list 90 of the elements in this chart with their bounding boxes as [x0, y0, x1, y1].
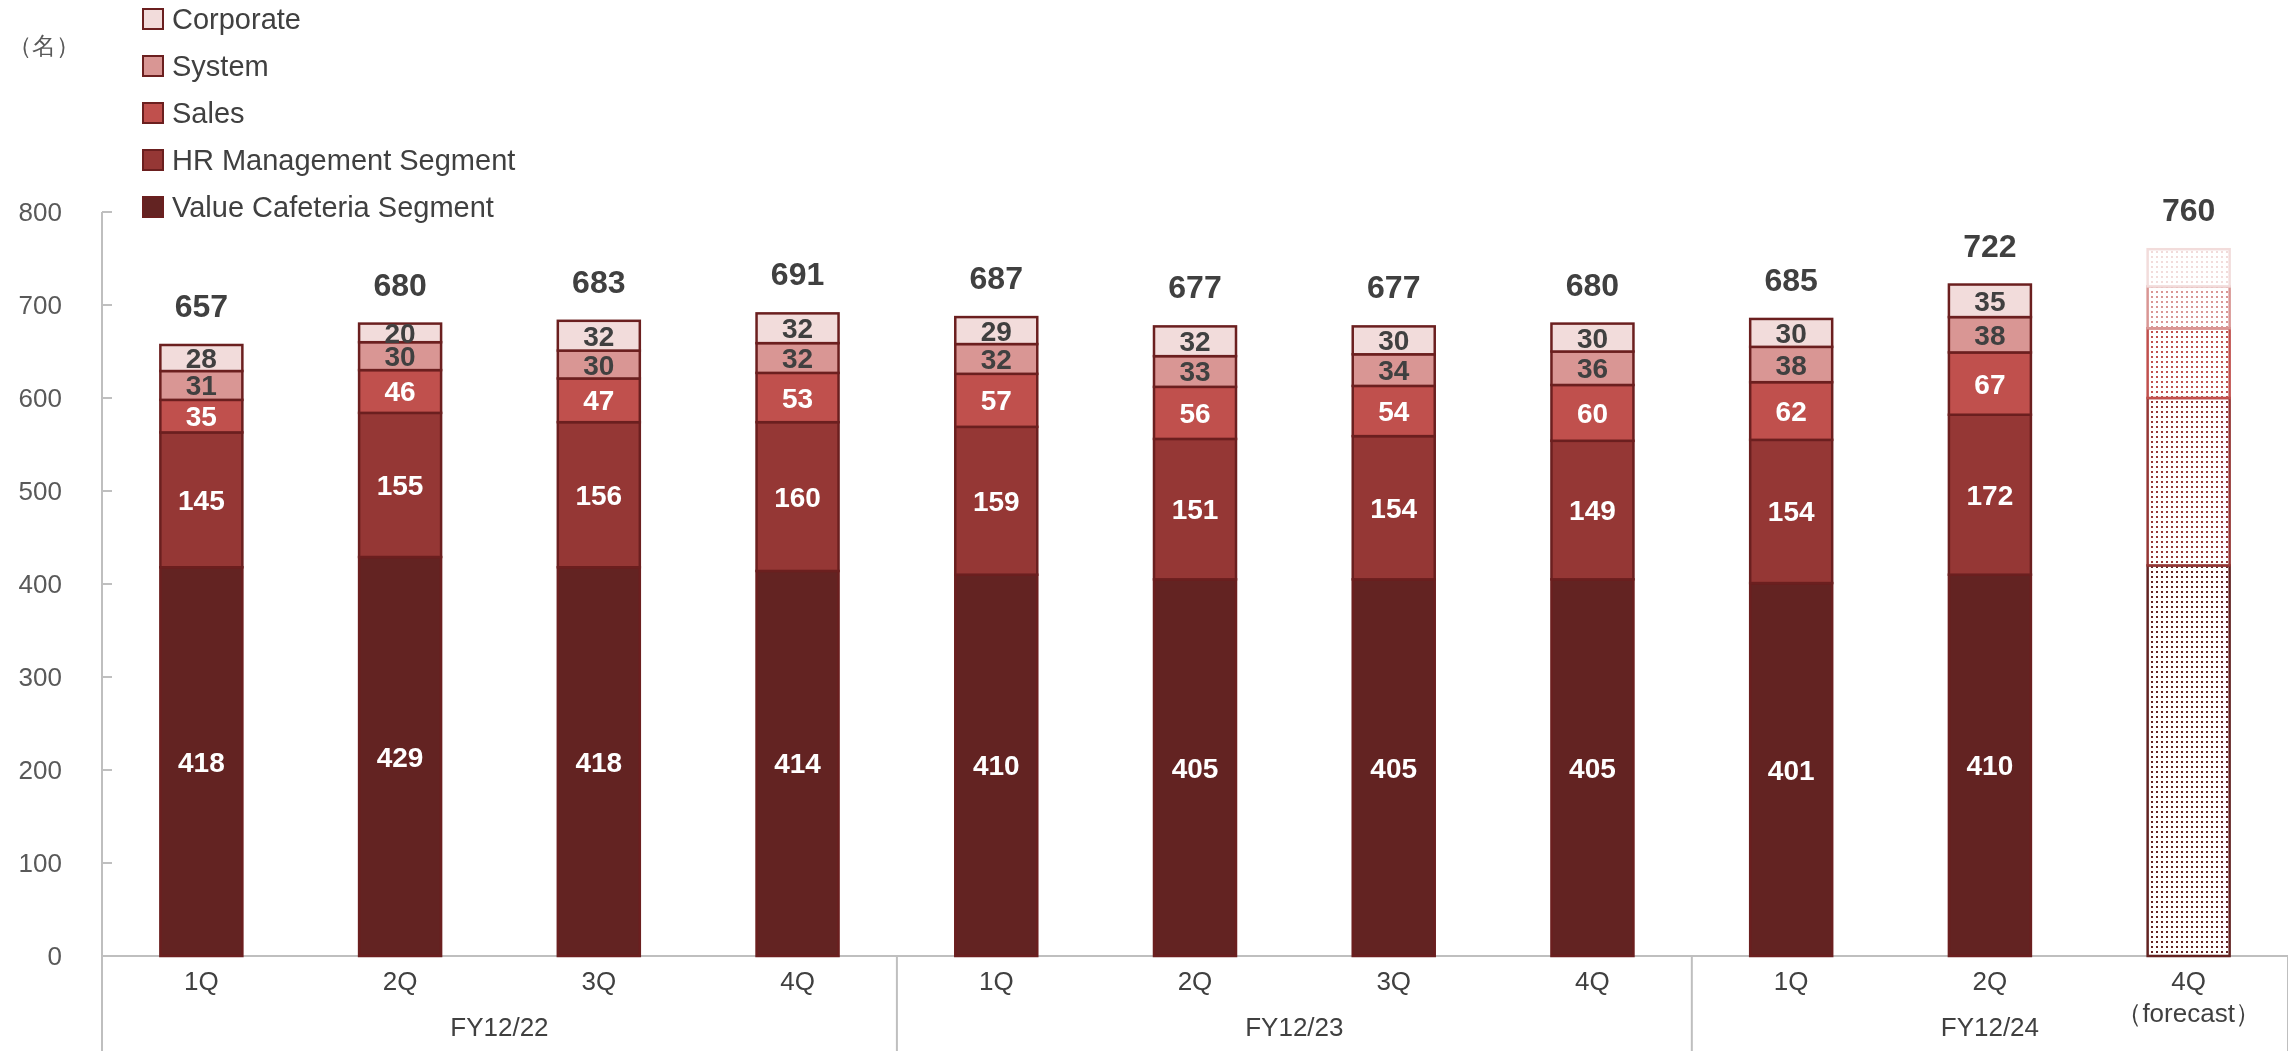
- data-label: 159: [972, 485, 1020, 517]
- data-label: 429: [376, 741, 424, 773]
- y-tick-label: 200: [18, 755, 62, 785]
- legend-label: Corporate: [172, 3, 301, 35]
- x-tick-label: 3Q: [1376, 966, 1412, 996]
- bar: [2146, 247, 2231, 288]
- data-label: 410: [972, 750, 1020, 782]
- legend-label: Sales: [172, 97, 245, 129]
- x-tick-label: 1Q: [978, 966, 1014, 996]
- data-label: 154: [1370, 492, 1418, 524]
- x-tick-label: 1Q: [1773, 966, 1809, 996]
- x-tick-label: 2Q: [382, 966, 418, 996]
- data-label: 30: [1378, 325, 1410, 357]
- bar: [2146, 285, 2231, 330]
- text: FY12/24: [1940, 1012, 2040, 1042]
- y-tick-label: 400: [18, 569, 62, 599]
- legend-label: System: [172, 50, 269, 82]
- data-label: 32: [781, 313, 814, 345]
- x-tick-label: 4Q: [1575, 966, 1610, 996]
- data-label: 160: [774, 481, 821, 513]
- total-label: 677: [1367, 269, 1421, 306]
- data-label: 410: [1966, 750, 2014, 782]
- data-label: 32: [583, 320, 615, 352]
- data-label: 155: [376, 469, 424, 501]
- data-label: 405: [1171, 752, 1219, 784]
- data-label: 46: [384, 376, 416, 408]
- y-tick-label: 700: [18, 290, 62, 320]
- total-label: 760: [2161, 192, 2216, 229]
- total-label: 657: [174, 287, 229, 324]
- data-label: 56: [1179, 397, 1211, 429]
- y-tick-label: 600: [18, 383, 62, 413]
- total-label: 722: [1963, 227, 2017, 264]
- data-label: 35: [1974, 285, 2006, 317]
- x-tick-label: 1Q: [184, 966, 219, 996]
- data-label: 32: [1179, 326, 1211, 358]
- y-tick-label: 100: [18, 848, 62, 878]
- x-tick-label: 2Q: [1177, 966, 1213, 996]
- x-tick-label: 2Q: [1972, 966, 2008, 996]
- data-label: 418: [178, 746, 225, 778]
- bar: [2146, 327, 2231, 400]
- data-label: 405: [1370, 752, 1418, 784]
- data-label: 54: [1378, 396, 1410, 428]
- total-label: 680: [1565, 266, 1620, 303]
- data-label: 405: [1569, 752, 1616, 784]
- data-label: 38: [1974, 319, 2006, 351]
- data-label: 60: [1576, 397, 1609, 429]
- text: FY12/23: [1245, 1012, 1344, 1042]
- data-label: 154: [1767, 496, 1815, 528]
- bar: [2146, 564, 2231, 958]
- data-label: 149: [1569, 495, 1616, 527]
- data-label: 36: [1576, 353, 1609, 385]
- total-label: 680: [373, 266, 427, 303]
- total-label: 687: [969, 260, 1023, 297]
- data-label: 172: [1966, 479, 2014, 511]
- data-label: 57: [980, 385, 1012, 417]
- data-label: 53: [781, 382, 814, 414]
- data-label: 34: [1378, 355, 1410, 387]
- total-label: 683: [572, 263, 626, 300]
- legend-label: Value Cafeteria Segment: [172, 191, 494, 223]
- total-label: 685: [1764, 261, 1818, 298]
- data-label: 35: [185, 401, 217, 433]
- x-tick-label: 4Q （forecast）: [2116, 966, 2261, 1028]
- x-tick-label: 3Q: [581, 966, 617, 996]
- data-label: 33: [1179, 356, 1211, 388]
- total-label: 691: [770, 256, 825, 293]
- data-label: 401: [1767, 754, 1815, 786]
- y-tick-label: 300: [18, 662, 62, 692]
- bar: [2146, 396, 2231, 567]
- data-label: 30: [384, 341, 416, 373]
- text: FY12/22: [450, 1012, 549, 1042]
- data-label: 47: [583, 385, 615, 417]
- data-label: 30: [583, 349, 615, 381]
- data-label: 414: [774, 748, 822, 780]
- y-tick-label: 0: [47, 941, 62, 971]
- data-label: 30: [1576, 322, 1609, 354]
- data-label: 156: [575, 479, 623, 511]
- y-tick-label: 500: [18, 476, 62, 506]
- data-label: 30: [1775, 317, 1807, 349]
- x-tick-label: 4Q: [780, 966, 815, 996]
- data-label: 67: [1974, 368, 2006, 400]
- data-label: 145: [178, 484, 225, 516]
- y-tick-label: 800: [18, 197, 62, 227]
- total-label: 677: [1168, 269, 1222, 306]
- data-label: 418: [575, 746, 623, 778]
- legend-label: HR Management Segment: [172, 144, 516, 176]
- text: （名）: [8, 32, 80, 59]
- data-label: 151: [1171, 494, 1219, 526]
- data-label: 38: [1775, 349, 1807, 381]
- data-label: 32: [781, 343, 814, 375]
- data-label: 62: [1775, 396, 1807, 428]
